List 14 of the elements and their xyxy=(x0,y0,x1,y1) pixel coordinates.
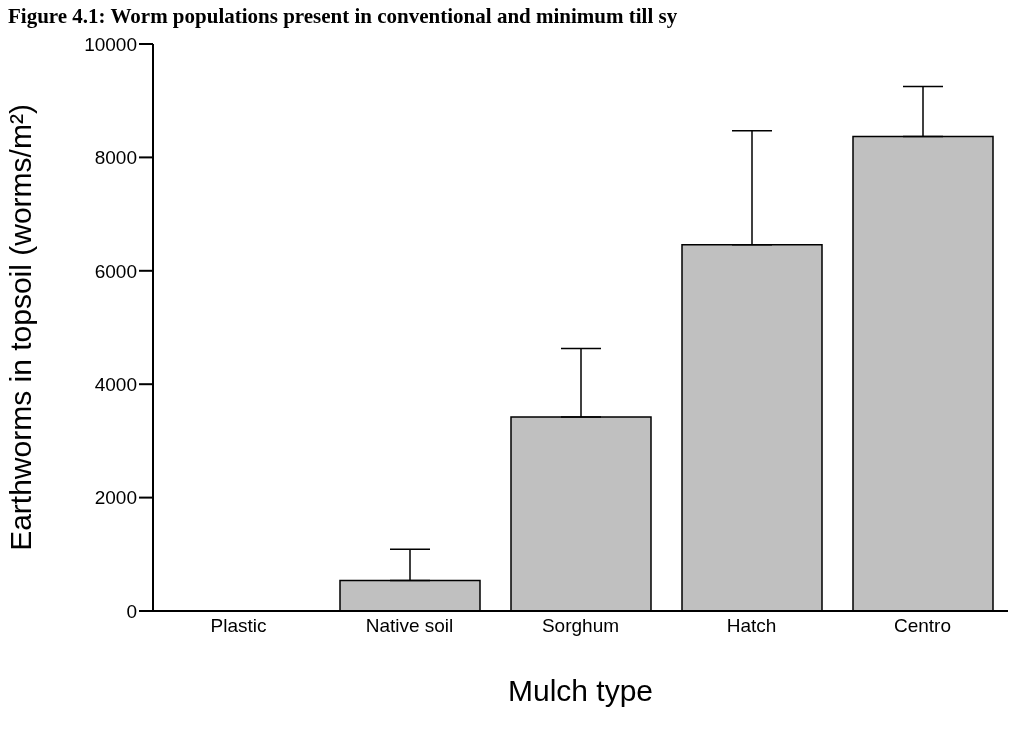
x-tick-label: Centro xyxy=(893,615,952,637)
y-tick-label: 8000 xyxy=(94,147,137,169)
x-axis-title: Mulch type xyxy=(507,674,654,707)
x-tick-label: Hatch xyxy=(726,615,777,637)
chart-title: Figure 4.1: Worm populations present in conventional and minimum till sy xyxy=(8,4,679,29)
y-tick-label: 6000 xyxy=(94,260,137,282)
y-axis-title: Earthworms in topsoil (worms/m²) xyxy=(3,104,37,551)
y-tick-label: 10000 xyxy=(84,33,137,55)
x-tick-label: Native soil xyxy=(365,615,454,637)
y-tick-label: 0 xyxy=(126,600,137,622)
y-tick-label: 4000 xyxy=(94,373,137,395)
y-tick-label: 2000 xyxy=(94,487,137,509)
x-tick-label: Sorghum xyxy=(541,615,620,637)
x-tick-label: Plastic xyxy=(210,615,267,637)
